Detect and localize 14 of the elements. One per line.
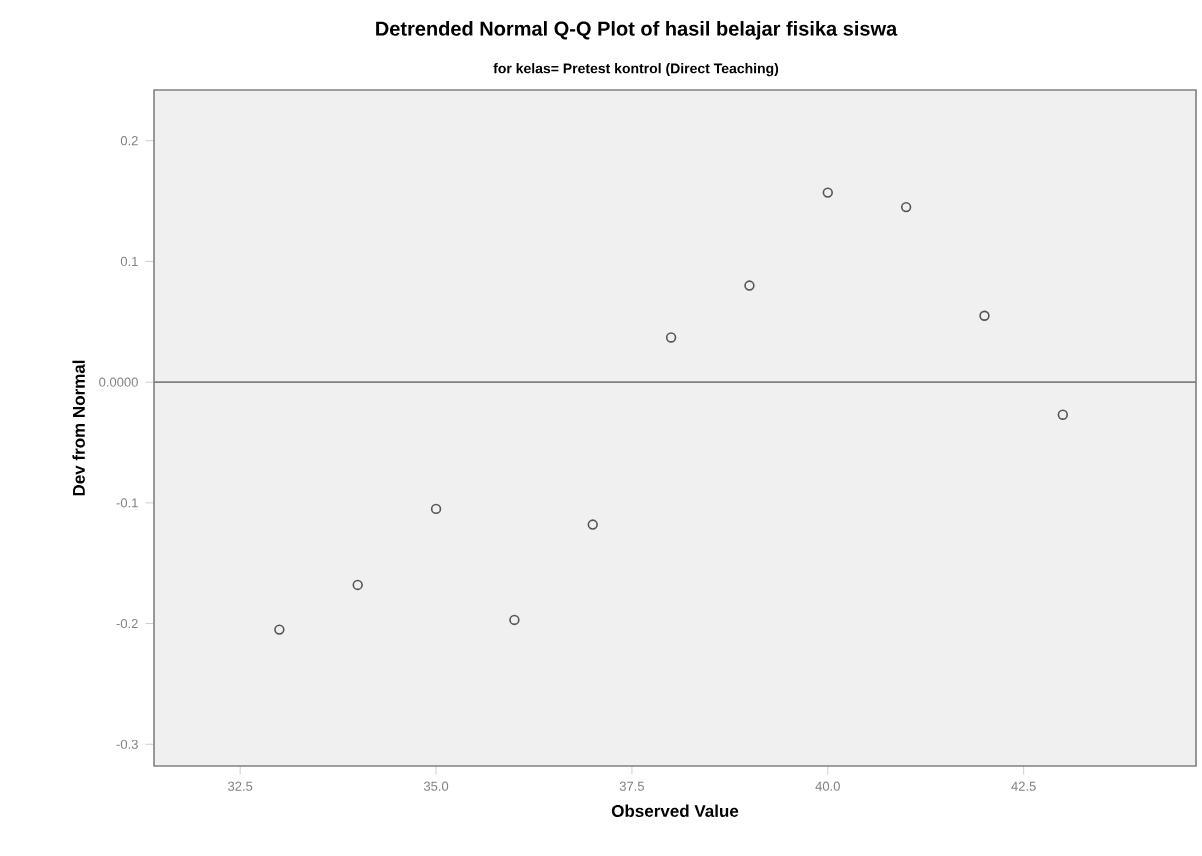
- x-axis-title: Observed Value: [611, 804, 739, 818]
- point: [509, 614, 520, 626]
- point: [744, 280, 755, 291]
- point: [900, 201, 912, 213]
- point: [822, 187, 833, 198]
- point: [587, 519, 598, 530]
- point: [274, 624, 285, 635]
- point: [979, 310, 990, 321]
- chart-title: Detrended Normal Q-Q Plot of hasil belajar fisika siswa: [376, 21, 898, 40]
- point: [1057, 409, 1069, 420]
- point: [352, 579, 363, 591]
- point: [665, 332, 677, 343]
- y-axis-title: Dev from Normal: [72, 360, 85, 496]
- point: [430, 503, 442, 515]
